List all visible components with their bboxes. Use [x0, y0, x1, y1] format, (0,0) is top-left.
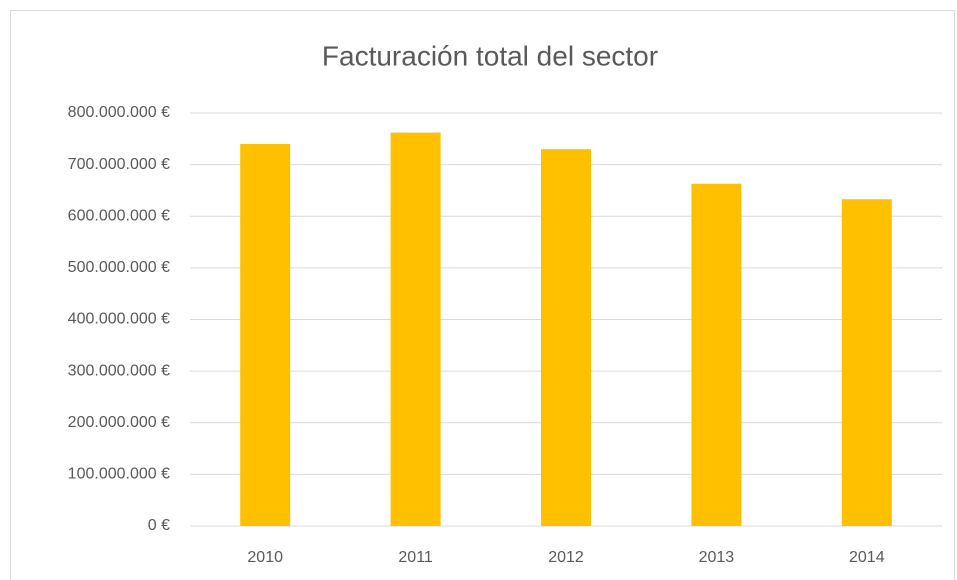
x-tick-label: 2014 — [849, 549, 885, 566]
y-tick-label: 300.000.000 € — [68, 362, 170, 379]
x-tick-label: 2013 — [699, 549, 735, 566]
y-tick-label: 600.000.000 € — [68, 207, 170, 224]
x-tick-label: 2010 — [247, 549, 283, 566]
chart-title: Facturación total del sector — [322, 40, 658, 71]
bar — [541, 149, 591, 526]
y-tick-label: 500.000.000 € — [68, 259, 170, 276]
y-tick-label: 0 € — [148, 517, 170, 534]
y-tick-label: 100.000.000 € — [68, 466, 170, 483]
bar — [841, 199, 892, 526]
y-tick-label: 700.000.000 € — [68, 156, 170, 173]
x-tick-label: 2011 — [398, 549, 433, 566]
y-tick-label: 400.000.000 € — [68, 311, 170, 328]
y-tick-label: 200.000.000 € — [68, 414, 170, 431]
x-tick-label: 2012 — [548, 549, 584, 566]
bar — [691, 183, 742, 526]
y-tick-label: 800.000.000 € — [68, 104, 170, 121]
bar — [240, 143, 291, 526]
chart-border — [10, 10, 955, 580]
bar — [390, 132, 441, 526]
